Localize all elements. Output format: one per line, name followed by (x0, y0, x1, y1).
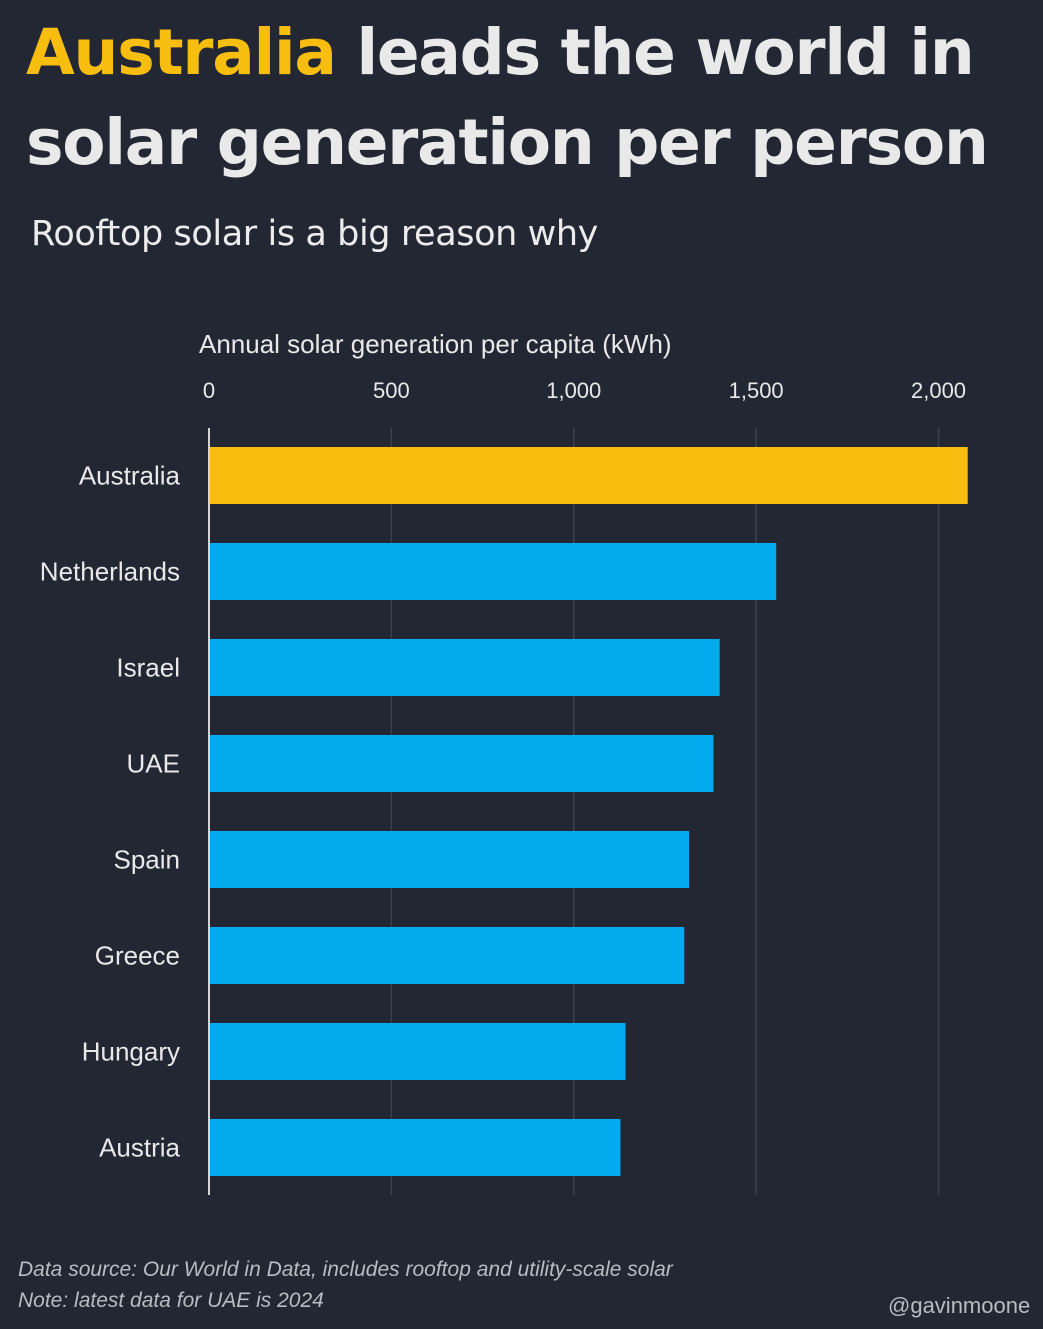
bar (209, 1119, 621, 1176)
bar (209, 1023, 626, 1080)
title-line1-rest: leads the world in (335, 16, 974, 89)
x-tick-label: 0 (203, 378, 215, 403)
bar (209, 927, 685, 984)
x-tick-labels: 0 500 1,000 1,500 2,000 (203, 378, 966, 403)
category-label: Netherlands (40, 557, 180, 587)
category-labels: Australia Netherlands Israel UAE Spain Greece… (40, 461, 181, 1163)
bar (209, 639, 720, 696)
x-tick-label: 2,000 (911, 378, 966, 403)
bars (209, 447, 968, 1176)
bar (209, 735, 714, 792)
subtitle: Rooftop solar is a big reason why (31, 214, 598, 254)
x-tick-label: 1,000 (546, 378, 601, 403)
title-highlight: Australia (26, 16, 337, 89)
category-label: UAE (127, 749, 180, 779)
footer-source: Data source: Our World in Data, includes… (18, 1258, 673, 1281)
bar (209, 831, 690, 888)
x-tick-label: 1,500 (729, 378, 784, 403)
title-line2: solar generation per person (26, 106, 989, 179)
category-label: Spain (114, 845, 181, 875)
category-label: Hungary (82, 1037, 180, 1067)
x-axis-label: Annual solar generation per capita (kWh) (199, 329, 672, 359)
category-label: Australia (79, 461, 181, 491)
category-label: Israel (116, 653, 180, 683)
bar (209, 543, 777, 600)
author-handle: @gavinmoone (888, 1293, 1031, 1318)
x-tick-label: 500 (373, 378, 410, 403)
footer-note: Note: latest data for UAE is 2024 (18, 1289, 324, 1312)
bar-chart: 0 500 1,000 1,500 2,000 Australia Netherlands… (40, 329, 968, 1195)
category-label: Austria (99, 1133, 180, 1163)
page-title: Australia leads the world in solar genera… (26, 8, 1036, 188)
bar (209, 447, 968, 504)
category-label: Greece (95, 941, 180, 971)
